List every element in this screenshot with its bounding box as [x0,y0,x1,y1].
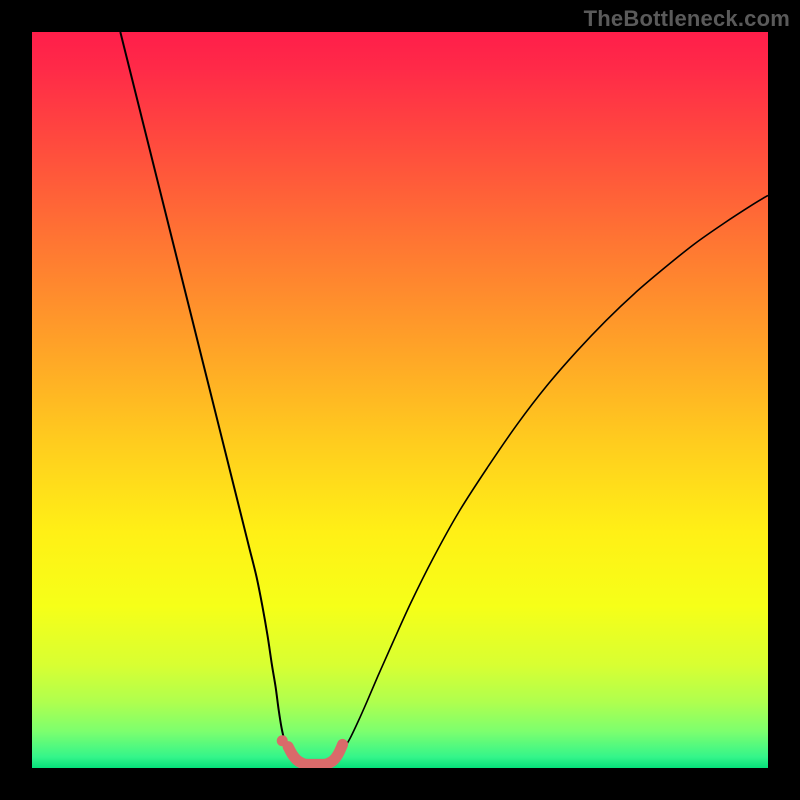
chart-root: TheBottleneck.com [0,0,800,800]
bottom-marker-dot [277,735,288,746]
bottom-u-marker [288,744,342,764]
watermark-text: TheBottleneck.com [584,6,790,32]
right-curve [340,195,768,755]
chart-overlay-svg [0,0,800,800]
left-curve [120,32,291,755]
